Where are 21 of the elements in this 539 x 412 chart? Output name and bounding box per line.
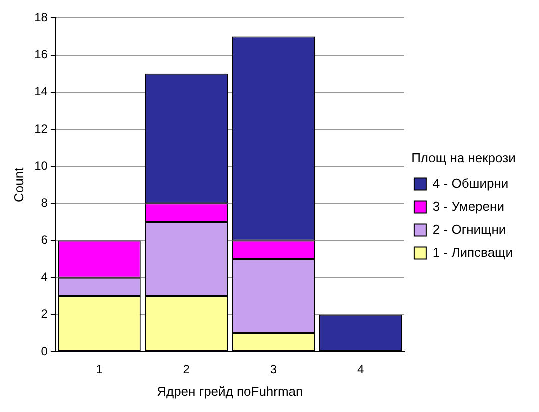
legend-label: 1 - Липсващи — [432, 244, 514, 260]
y-tick-label: 16 — [34, 48, 48, 62]
legend-title: Площ на некрози — [412, 150, 516, 166]
x-tick-label: 4 — [358, 362, 365, 377]
x-tick-label: 1 — [96, 362, 104, 377]
y-tick-label: 10 — [34, 158, 48, 173]
x-tick-label: 3 — [270, 362, 278, 377]
legend-label: 3 - Умерени — [432, 198, 504, 214]
y-tick-label: 4 — [41, 270, 48, 284]
y-tick-label: 6 — [41, 233, 48, 248]
y-tick-label: 0 — [41, 344, 48, 358]
legend-label: 2 - Огнищни — [432, 222, 506, 237]
x-tick-label: 2 — [183, 362, 190, 377]
y-tick-label: 14 — [34, 84, 48, 99]
legend-label: 4 - Обширни — [432, 176, 509, 191]
y-tick-label: 2 — [41, 307, 48, 322]
y-tick-label: 12 — [34, 122, 48, 136]
y-axis-title: Count — [11, 167, 26, 202]
x-axis-title: Ядрен грейд поFuhrman — [157, 384, 304, 399]
y-tick-label: 8 — [41, 196, 48, 210]
y-tick-label: 18 — [34, 10, 48, 25]
